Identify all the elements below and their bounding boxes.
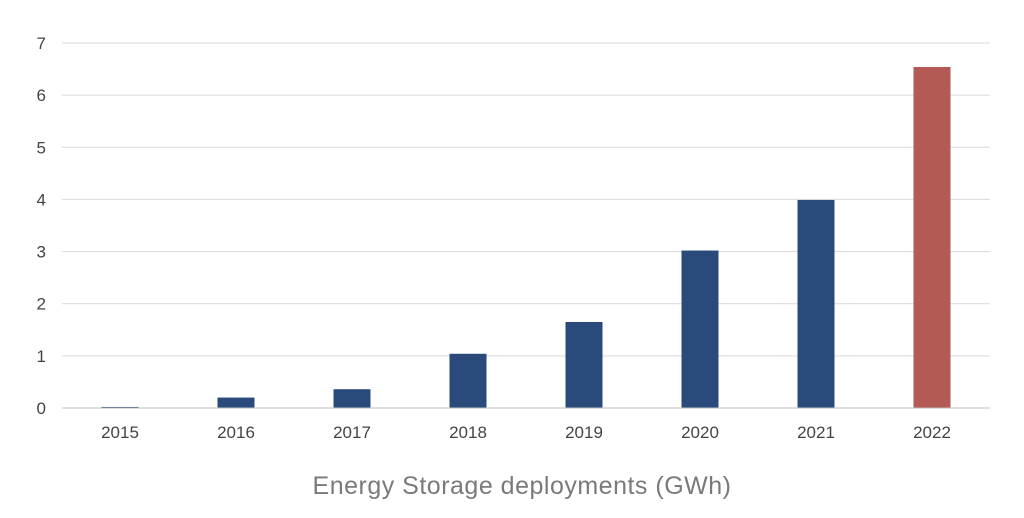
x-tick-label: 2021 [797,423,835,442]
x-tick-label: 2020 [681,423,719,442]
bar-2018 [449,353,487,408]
bar-2020 [681,250,719,408]
bar-2017 [333,389,371,408]
x-tick-label: 2019 [565,423,603,442]
bar-2015 [101,406,139,408]
x-axis-title: Energy Storage deployments (GWh) [313,472,732,500]
y-tick-label: 2 [37,295,46,314]
y-tick-label: 1 [37,347,46,366]
y-tick-label: 3 [37,243,46,262]
y-axis-tick-labels: 0 1 2 3 4 5 6 7 [37,34,46,418]
x-axis-tick-labels: 2015 2016 2017 2018 2019 2020 2021 2022 [101,423,951,442]
x-tick-label: 2018 [449,423,487,442]
y-tick-label: 5 [37,138,46,157]
x-tick-label: 2022 [913,423,951,442]
y-tick-label: 7 [37,34,46,53]
y-tick-label: 0 [37,399,46,418]
bar-2019 [565,321,603,408]
bar-2022 [913,66,951,408]
x-tick-label: 2016 [217,423,255,442]
bar-2021 [797,199,835,408]
gridlines [62,42,990,357]
x-tick-label: 2017 [333,423,371,442]
y-tick-label: 6 [37,86,46,105]
y-tick-label: 4 [37,190,46,209]
bars [101,66,951,408]
x-tick-label: 2015 [101,423,139,442]
bar-2016 [217,397,255,408]
